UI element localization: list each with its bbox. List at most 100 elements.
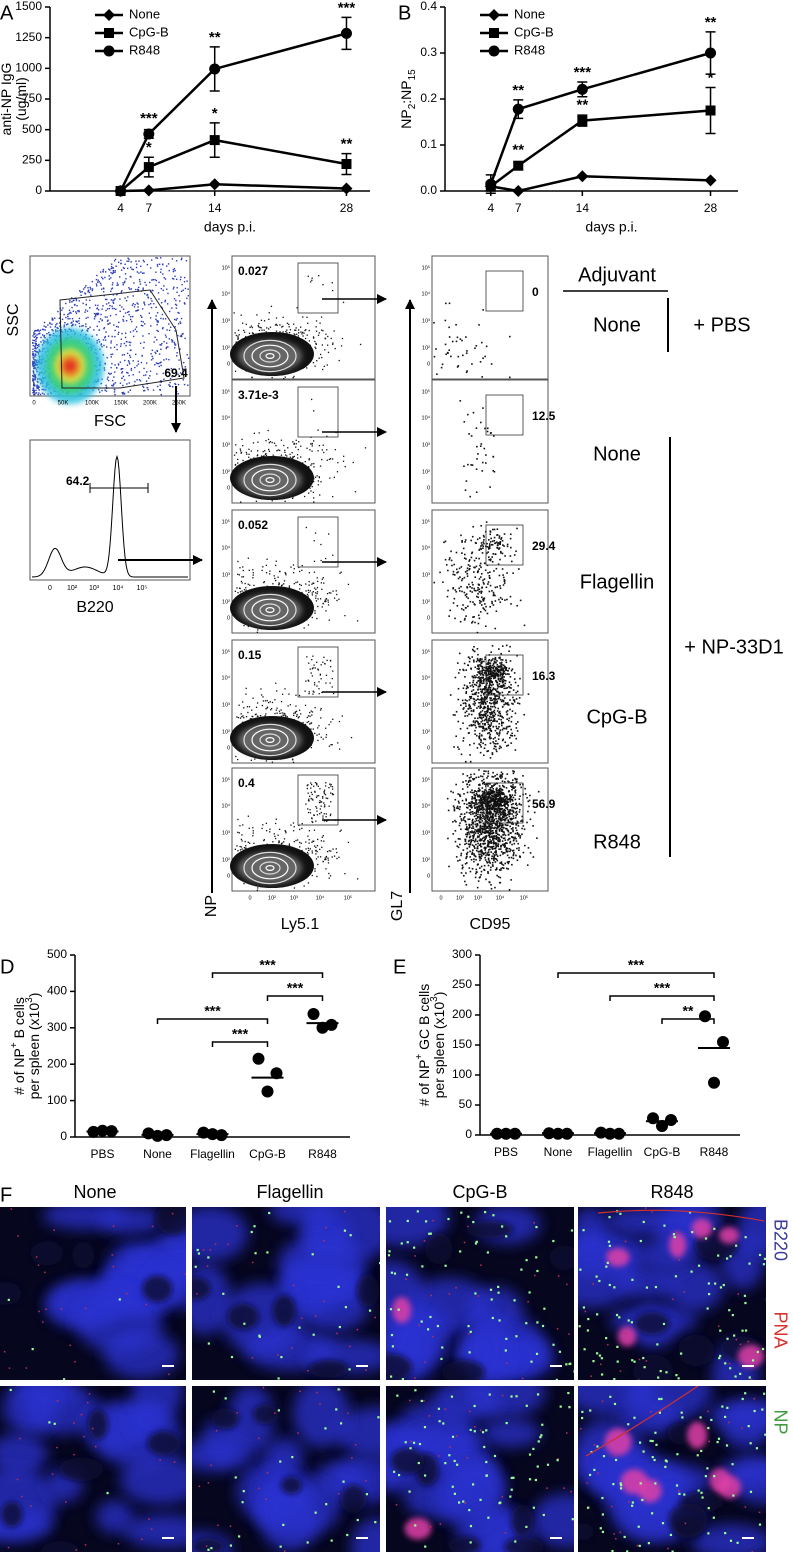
event-dot — [290, 457, 291, 458]
event-dot — [332, 590, 333, 591]
event-dot — [158, 282, 159, 283]
event-dot — [275, 683, 276, 684]
event-dot — [485, 610, 487, 612]
event-dot — [330, 850, 331, 851]
event-dot — [243, 576, 244, 577]
event-dot — [324, 804, 325, 805]
event-dot — [327, 593, 328, 594]
event-dot — [39, 389, 40, 390]
event-dot — [70, 312, 71, 313]
event-dot — [465, 558, 467, 560]
event-dot — [492, 714, 494, 716]
event-dot — [501, 716, 503, 718]
event-dot — [501, 723, 503, 725]
event-dot — [99, 321, 100, 322]
event-dot — [158, 292, 159, 293]
event-dot — [89, 300, 90, 301]
event-dot — [484, 720, 486, 722]
event-dot — [503, 676, 505, 678]
event-dot — [332, 458, 333, 459]
event-dot — [497, 743, 499, 745]
event-dot — [477, 672, 479, 674]
event-dot — [490, 703, 492, 705]
event-dot — [499, 575, 501, 577]
event-dot — [499, 535, 501, 537]
event-dot — [176, 318, 177, 319]
event-dot — [152, 358, 153, 359]
event-dot — [279, 571, 280, 572]
event-dot — [317, 598, 318, 599]
event-dot — [316, 685, 317, 686]
event-dot — [481, 544, 483, 546]
event-dot — [317, 450, 318, 451]
marker-circle — [489, 46, 500, 57]
event-dot — [355, 491, 356, 492]
x-tick-label: 150K — [114, 401, 128, 407]
event-dot — [142, 308, 143, 309]
event-dot — [312, 875, 313, 876]
event-dot — [330, 666, 331, 667]
event-dot — [461, 340, 463, 342]
event-dot — [163, 318, 164, 319]
event-dot — [35, 351, 36, 352]
event-dot — [152, 350, 153, 351]
event-dot — [123, 320, 124, 321]
event-dot — [497, 547, 499, 549]
event-dot — [321, 329, 322, 330]
event-dot — [290, 329, 291, 330]
comparison-label: *** — [259, 957, 276, 973]
event-dot — [157, 266, 158, 267]
event-dot — [171, 307, 172, 308]
event-dot — [325, 794, 326, 795]
event-dot — [507, 687, 509, 689]
y-tick-label: 0 — [427, 485, 430, 491]
event-dot — [157, 264, 158, 265]
event-dot — [281, 709, 282, 710]
event-dot — [139, 371, 140, 372]
y-tick-label: 10² — [422, 729, 430, 735]
legend-label: R848 — [514, 42, 545, 57]
y-axis-label-part: B cells — [11, 997, 27, 1042]
event-dot — [275, 324, 276, 325]
event-dot — [32, 390, 33, 391]
event-dot — [482, 723, 484, 725]
event-dot — [35, 335, 36, 336]
event-dot — [329, 850, 330, 851]
event-dot — [101, 390, 102, 391]
event-dot — [234, 455, 235, 456]
event-dot — [281, 585, 282, 586]
event-dot — [305, 848, 306, 849]
event-dot — [323, 445, 324, 446]
event-dot — [240, 450, 241, 451]
event-dot — [475, 557, 477, 559]
event-dot — [143, 375, 144, 376]
event-dot — [241, 839, 242, 840]
event-dot — [94, 313, 95, 314]
event-dot — [151, 259, 152, 260]
event-dot — [278, 840, 279, 841]
y-axis-label-part: ) — [26, 993, 42, 998]
event-dot — [332, 856, 333, 857]
marker-square — [341, 159, 351, 169]
event-dot — [130, 350, 131, 351]
event-dot — [322, 815, 323, 816]
event-dot — [294, 841, 295, 842]
event-dot — [476, 707, 478, 709]
y-tick-label: 10³ — [422, 318, 430, 324]
event-dot — [489, 720, 491, 722]
density — [64, 360, 76, 372]
event-dot — [325, 610, 326, 611]
event-dot — [266, 327, 267, 328]
event-dot — [236, 452, 237, 453]
event-dot — [435, 348, 437, 350]
event-dot — [289, 845, 290, 846]
event-dot — [161, 302, 162, 303]
event-dot — [137, 271, 138, 272]
event-dot — [133, 282, 134, 283]
event-dot — [262, 705, 263, 706]
event-dot — [237, 850, 238, 851]
event-dot — [481, 573, 483, 575]
y-tick-label: 0.0 — [420, 183, 437, 197]
event-dot — [316, 735, 317, 736]
event-dot — [125, 273, 126, 274]
